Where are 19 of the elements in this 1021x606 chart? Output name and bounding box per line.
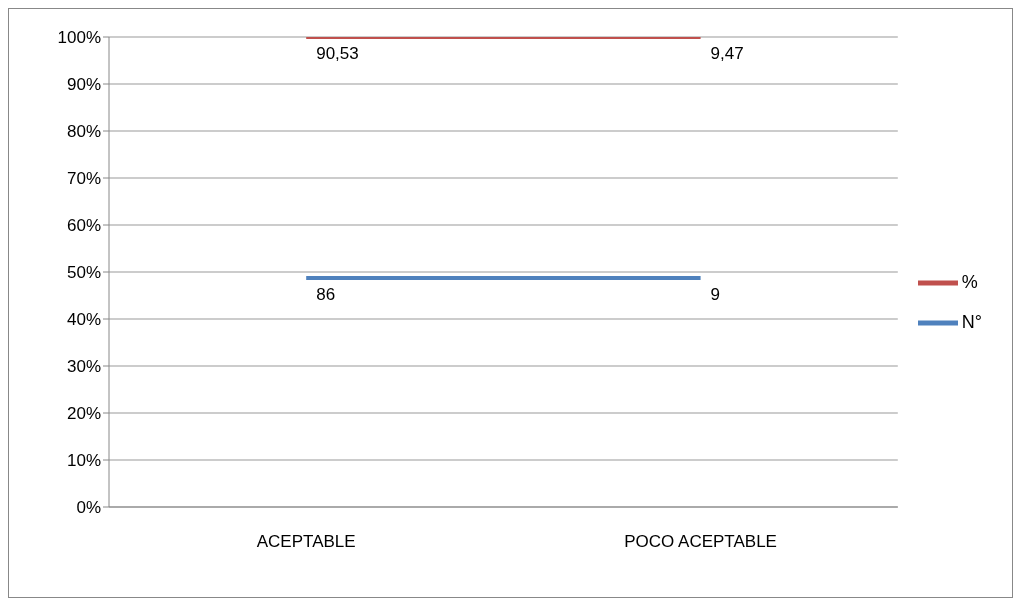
annotation: 90,53 bbox=[316, 44, 359, 63]
legend-label: % bbox=[961, 271, 978, 292]
y-tick-label: 20% bbox=[66, 404, 101, 424]
y-tick-label: 10% bbox=[66, 451, 101, 471]
y-tick-label: 90% bbox=[66, 75, 101, 95]
annotation: 9,47 bbox=[710, 44, 744, 63]
annotation: 86 bbox=[316, 285, 336, 305]
x-tick-label: ACEPTABLE bbox=[256, 532, 356, 552]
y-tick-label: 70% bbox=[66, 169, 101, 189]
annotation: 9 bbox=[710, 285, 721, 305]
y-tick-label: 40% bbox=[66, 310, 101, 330]
y-tick-label: 80% bbox=[66, 122, 101, 142]
y-tick-label: 100% bbox=[57, 28, 101, 48]
y-tick-label: 0% bbox=[76, 498, 101, 518]
x-tick-label: POCO ACEPTABLE bbox=[624, 532, 777, 552]
y-tick-label: 30% bbox=[66, 357, 101, 377]
y-tick-label: 50% bbox=[66, 263, 101, 283]
legend-label: N° bbox=[961, 311, 982, 332]
y-tick-label: 60% bbox=[66, 216, 101, 236]
